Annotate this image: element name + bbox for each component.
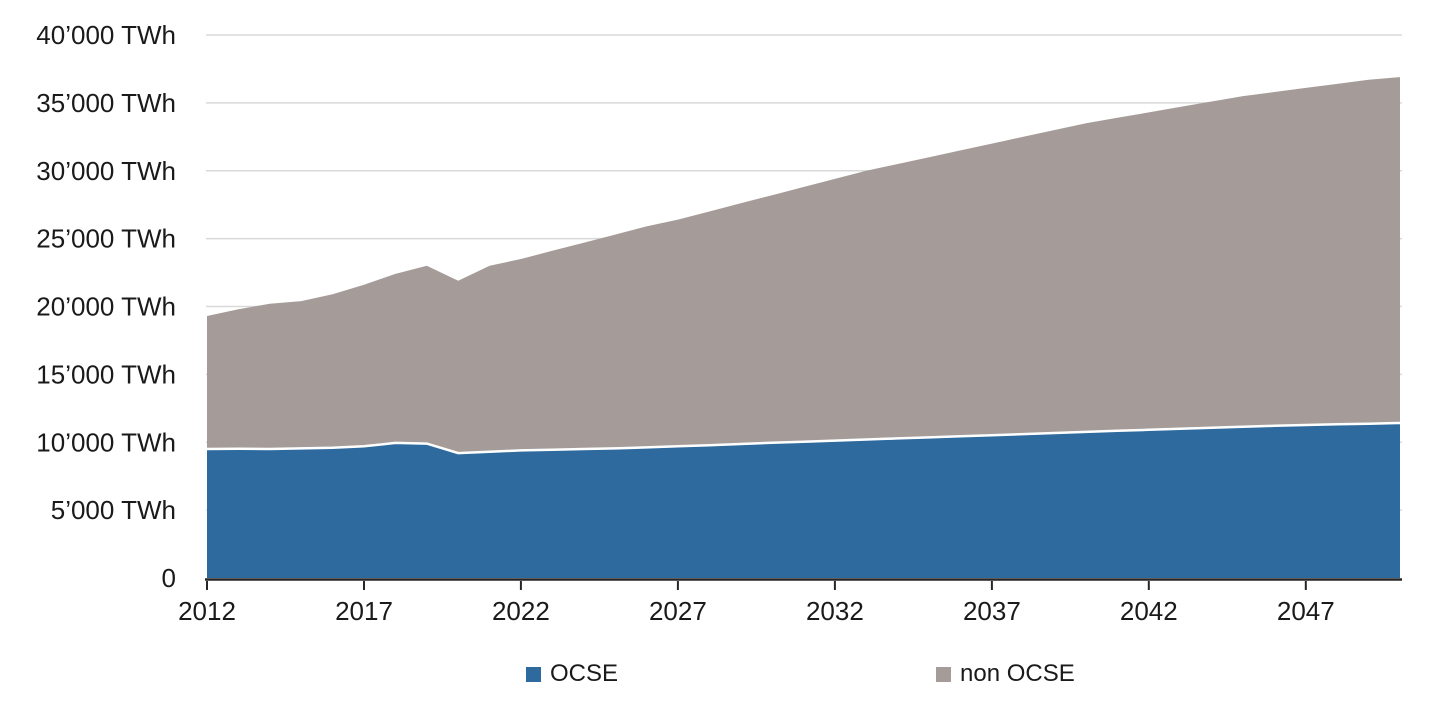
svg-text:30’000 TWh: 30’000 TWh	[36, 156, 176, 186]
svg-text:2042: 2042	[1120, 596, 1178, 626]
svg-text:20’000 TWh: 20’000 TWh	[36, 292, 176, 322]
legend-swatch-non-ocse-icon	[936, 666, 951, 682]
svg-text:2012: 2012	[178, 596, 236, 626]
svg-text:2032: 2032	[806, 596, 864, 626]
svg-text:2017: 2017	[335, 596, 393, 626]
svg-text:15’000 TWh: 15’000 TWh	[36, 359, 176, 389]
legend-item-non-ocse: non OCSE	[936, 661, 1075, 687]
legend-item-ocse: OCSE	[526, 661, 618, 687]
svg-text:25’000 TWh: 25’000 TWh	[36, 224, 176, 254]
legend-label-non-ocse: non OCSE	[960, 660, 1075, 687]
legend-swatch-ocse-icon	[526, 666, 541, 682]
chart-legend: OCSE non OCSE	[0, 661, 1440, 691]
svg-text:10’000 TWh: 10’000 TWh	[36, 427, 176, 457]
svg-text:5’000 TWh: 5’000 TWh	[51, 495, 176, 525]
svg-text:2022: 2022	[492, 596, 550, 626]
svg-text:35’000 TWh: 35’000 TWh	[36, 88, 176, 118]
svg-text:2037: 2037	[963, 596, 1021, 626]
svg-text:2047: 2047	[1277, 596, 1335, 626]
svg-text:40’000 TWh: 40’000 TWh	[36, 20, 176, 50]
svg-text:0: 0	[162, 563, 176, 593]
legend-label-ocse: OCSE	[550, 660, 619, 687]
svg-text:2027: 2027	[649, 596, 707, 626]
